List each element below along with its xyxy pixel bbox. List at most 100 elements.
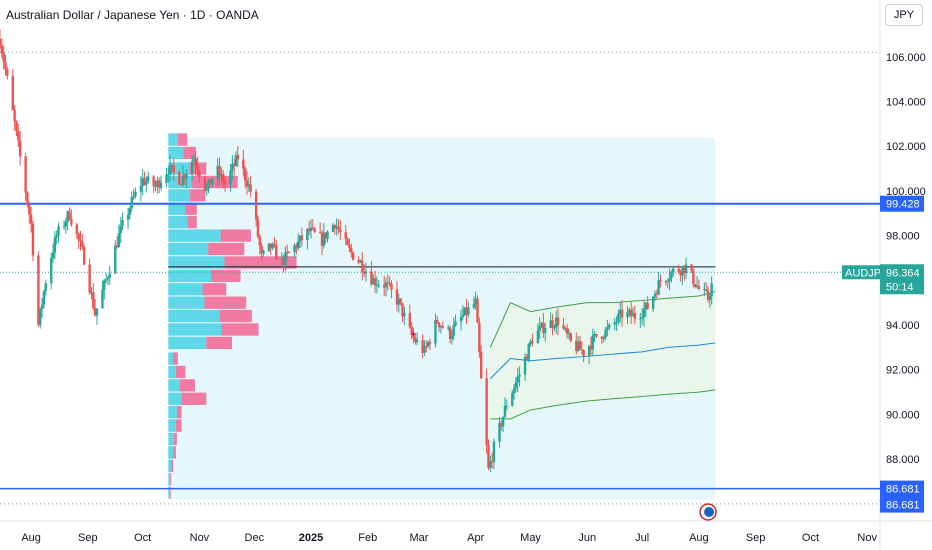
candle-body	[478, 322, 481, 352]
candle-body	[64, 221, 68, 227]
volume-profile-up-bar	[168, 459, 172, 472]
candle-body	[399, 298, 402, 304]
candle-body	[452, 325, 455, 336]
candle-body	[706, 290, 710, 300]
candle-body	[644, 302, 648, 310]
time-tick-label: Oct	[802, 532, 819, 544]
candle-body	[501, 416, 505, 427]
candle-body	[683, 266, 686, 274]
candle-body	[11, 75, 15, 110]
candle-body	[655, 293, 658, 295]
candle-body	[564, 328, 567, 330]
symbol-tag	[842, 265, 880, 280]
volume-profile-down-bar	[175, 365, 186, 379]
candle-body	[101, 289, 104, 309]
candle-body	[130, 196, 133, 209]
candle-body	[382, 284, 386, 288]
candle-body	[414, 337, 417, 343]
candle-body	[436, 319, 439, 323]
candle-body	[362, 271, 366, 274]
candle-body	[426, 341, 430, 347]
candle-body	[370, 271, 373, 285]
candle-body	[254, 191, 258, 220]
candle-body	[170, 164, 174, 166]
candle-body	[587, 346, 591, 356]
volume-profile-down-bar	[173, 352, 178, 365]
candle-body	[364, 271, 368, 274]
candle-body	[198, 171, 201, 177]
candle-body	[53, 237, 57, 253]
candle-body	[145, 181, 148, 185]
candle-body	[434, 319, 437, 344]
candle-body	[295, 245, 298, 249]
currency-button[interactable]: JPY	[885, 4, 923, 26]
candle-body	[114, 245, 117, 274]
candle-body	[529, 341, 532, 345]
candle-body	[280, 258, 283, 260]
price-tick-label: 88.000	[886, 454, 920, 466]
candle-body	[628, 309, 631, 312]
candle-body	[40, 304, 44, 309]
candle-body	[348, 244, 351, 248]
candle-body	[527, 344, 530, 360]
candle-body	[183, 175, 186, 179]
candle-body	[536, 331, 540, 344]
candle-body	[684, 264, 688, 274]
candle-body	[146, 176, 150, 182]
volume-profile-down-bar	[171, 459, 174, 472]
support-tag	[880, 480, 924, 513]
candle-body	[108, 273, 111, 278]
candle-body	[242, 159, 245, 169]
candle-body	[143, 177, 146, 185]
candle-body	[386, 282, 390, 284]
candle-body	[461, 315, 465, 317]
candle-body	[653, 293, 657, 297]
volume-profile-down-bar	[173, 446, 176, 459]
candle-body	[359, 260, 362, 263]
volume-profile-down-bar	[219, 309, 252, 323]
band-upper-line	[489, 291, 716, 348]
candle-body	[467, 307, 470, 315]
time-tick-label: Nov	[857, 532, 877, 544]
volume-profile-down-bar	[190, 189, 206, 202]
candle-body	[361, 260, 364, 272]
candle-body	[708, 296, 712, 300]
candle-body	[657, 280, 660, 295]
candle-body	[339, 229, 342, 233]
candle-body	[633, 313, 637, 319]
candle-body	[485, 378, 488, 446]
candle-body	[106, 277, 110, 280]
candle-body	[275, 246, 278, 260]
candle-body	[29, 214, 33, 224]
volume-profile-up-bar	[168, 189, 191, 202]
candle-body	[543, 328, 547, 334]
time-tick-label: Nov	[190, 532, 210, 544]
candle-body	[318, 232, 322, 234]
event-flag-icon	[704, 507, 715, 517]
last-price-tag	[880, 264, 924, 295]
candle-body	[582, 350, 585, 356]
candle-body	[350, 247, 353, 253]
candle-body	[651, 296, 655, 309]
candle-body	[646, 302, 649, 309]
volume-profile-up-bar	[168, 406, 177, 419]
candle-body	[306, 229, 309, 241]
candle-body	[139, 185, 143, 192]
candle-body	[626, 311, 629, 318]
volume-profile-down-bar	[224, 256, 297, 269]
time-tick-label: Apr	[467, 532, 484, 544]
candle-body	[525, 356, 529, 360]
candle-body	[286, 251, 289, 253]
candle-body	[492, 441, 496, 462]
candle-body	[267, 243, 271, 251]
candle-body	[51, 252, 55, 258]
candle-body	[15, 121, 18, 131]
candle-body	[236, 154, 240, 160]
candle-body	[516, 376, 519, 383]
candle-body	[245, 180, 249, 187]
support-value: 86.681	[886, 484, 920, 496]
candle-body	[0, 38, 2, 46]
candle-body	[207, 179, 210, 189]
